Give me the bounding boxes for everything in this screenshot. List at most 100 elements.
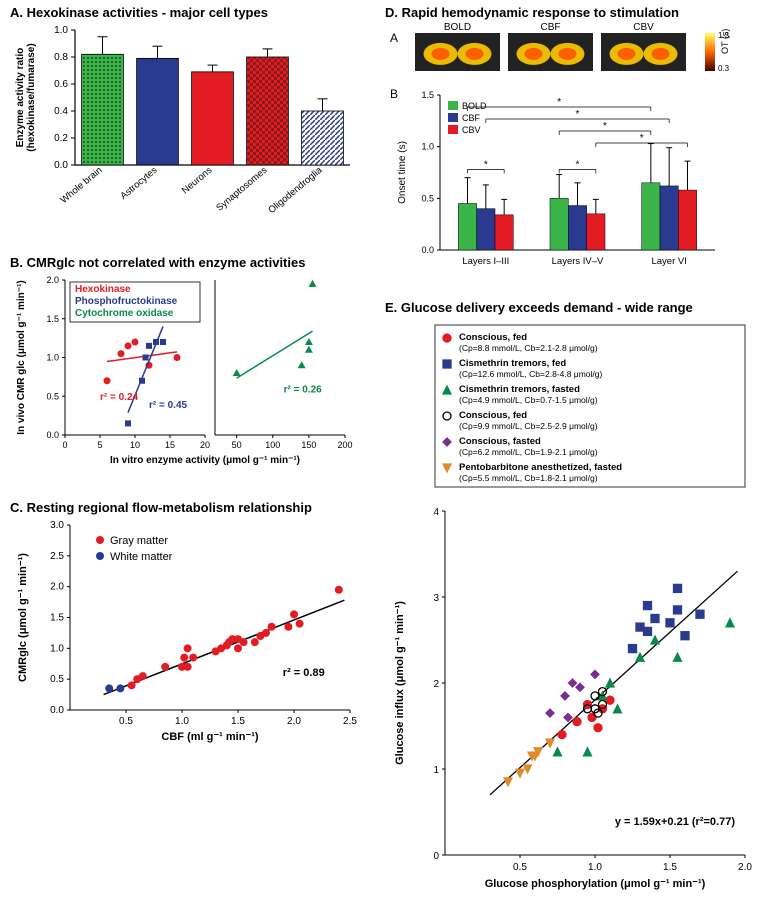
- svg-text:1.0: 1.0: [54, 25, 68, 36]
- svg-text:0.0: 0.0: [421, 245, 434, 255]
- svg-text:BOLD: BOLD: [462, 101, 487, 111]
- svg-text:CBF (ml g⁻¹ min⁻¹): CBF (ml g⁻¹ min⁻¹): [161, 731, 258, 743]
- panel-a-chart: 0.00.20.40.60.81.0Enzyme activity ratio(…: [10, 20, 360, 220]
- svg-text:*: *: [484, 159, 488, 170]
- svg-text:Phosphofructokinase: Phosphofructokinase: [75, 296, 178, 307]
- panel-e: E. Glucose delivery exceeds demand - wid…: [385, 300, 765, 895]
- svg-text:*: *: [557, 97, 561, 108]
- svg-text:0.6: 0.6: [54, 79, 68, 90]
- svg-text:(Cp=4.9 mmol/L, Cb=0.7-1.5 μmo: (Cp=4.9 mmol/L, Cb=0.7-1.5 μmol/g): [459, 395, 598, 405]
- svg-text:2.0: 2.0: [50, 582, 64, 593]
- svg-text:Conscious, fasted: Conscious, fasted: [459, 436, 541, 447]
- svg-text:1.5: 1.5: [421, 90, 434, 100]
- svg-text:Onset time (s): Onset time (s): [397, 141, 408, 204]
- svg-text:(Cp=6.2 mmol/L, Cb=1.9-2.1 μmo: (Cp=6.2 mmol/L, Cb=1.9-2.1 μmol/g): [459, 447, 598, 457]
- svg-text:OT (s): OT (s): [720, 29, 730, 54]
- svg-text:Hexokinase: Hexokinase: [75, 284, 131, 295]
- svg-text:2.5: 2.5: [343, 716, 357, 727]
- svg-text:0.3: 0.3: [718, 64, 730, 73]
- panel-a: A. Hexokinase activities - major cell ty…: [10, 5, 370, 220]
- svg-text:100: 100: [265, 440, 280, 450]
- svg-text:0.0: 0.0: [46, 430, 59, 440]
- panel-d-title: D. Rapid hemodynamic response to stimula…: [385, 5, 760, 20]
- svg-text:1.5: 1.5: [50, 613, 64, 624]
- svg-text:(Cp=5.5 mmol/L, Cb=1.8-2.1 μmo: (Cp=5.5 mmol/L, Cb=1.8-2.1 μmol/g): [459, 473, 598, 483]
- panel-d: D. Rapid hemodynamic response to stimula…: [385, 5, 760, 280]
- svg-text:Cismethrin tremors, fasted: Cismethrin tremors, fasted: [459, 384, 580, 395]
- svg-text:0.5: 0.5: [421, 193, 434, 203]
- svg-text:2.5: 2.5: [50, 551, 64, 562]
- panel-c-chart: 0.00.51.01.52.02.53.00.51.01.52.02.5CMRg…: [10, 515, 370, 745]
- svg-text:10: 10: [130, 440, 140, 450]
- svg-text:r² = 0.24: r² = 0.24: [100, 392, 139, 403]
- panel-c-title: C. Resting regional flow-metabolism rela…: [10, 500, 370, 515]
- svg-text:150: 150: [301, 440, 316, 450]
- panel-e-chart: Conscious, fed (Cp=8.8 mmol/L, Cb=2.1-2.8…: [385, 315, 765, 895]
- panel-b-title: B. CMRglc not correlated with enzyme act…: [10, 255, 370, 270]
- svg-text:0.2: 0.2: [54, 133, 68, 144]
- panel-d-chart: ABOLDCBFCBV1.30.3OT (s)B0.00.51.01.5Onse…: [385, 20, 760, 280]
- svg-text:White matter: White matter: [110, 551, 173, 563]
- svg-text:In vitro enzyme activity (μmol: In vitro enzyme activity (μmol g⁻¹ min⁻¹…: [110, 455, 300, 466]
- svg-text:2: 2: [433, 679, 439, 690]
- svg-text:Cytochrome oxidase: Cytochrome oxidase: [75, 308, 174, 319]
- svg-text:CBV: CBV: [633, 22, 654, 33]
- panel-c: C. Resting regional flow-metabolism rela…: [10, 500, 370, 745]
- svg-text:3.0: 3.0: [50, 520, 64, 531]
- svg-text:B: B: [390, 87, 398, 101]
- svg-text:(Cp=8.8 mmol/L, Cb=2.1-2.8 μmo: (Cp=8.8 mmol/L, Cb=2.1-2.8 μmol/g): [459, 343, 598, 353]
- svg-text:*: *: [603, 121, 607, 132]
- svg-text:1.0: 1.0: [421, 142, 434, 152]
- svg-text:r² = 0.45: r² = 0.45: [149, 400, 188, 411]
- svg-text:1.0: 1.0: [50, 643, 64, 654]
- svg-text:Gray matter: Gray matter: [110, 535, 168, 547]
- svg-text:CBV: CBV: [462, 125, 481, 135]
- svg-text:0.8: 0.8: [54, 52, 68, 63]
- svg-text:1.0: 1.0: [588, 862, 602, 873]
- svg-text:CBF: CBF: [462, 113, 481, 123]
- svg-text:4: 4: [433, 507, 439, 518]
- svg-text:0: 0: [433, 851, 439, 862]
- svg-text:1.5: 1.5: [46, 314, 59, 324]
- panel-a-title: A. Hexokinase activities - major cell ty…: [10, 5, 370, 20]
- svg-text:20: 20: [200, 440, 210, 450]
- svg-text:15: 15: [165, 440, 175, 450]
- svg-text:0.0: 0.0: [54, 160, 68, 171]
- svg-text:(Cp=9.9 mmol/L, Cb=2.5-2.9 μmo: (Cp=9.9 mmol/L, Cb=2.5-2.9 μmol/g): [459, 421, 598, 431]
- svg-text:0.5: 0.5: [119, 716, 133, 727]
- svg-text:2.0: 2.0: [738, 862, 752, 873]
- svg-text:1.0: 1.0: [175, 716, 189, 727]
- svg-text:1.5: 1.5: [663, 862, 677, 873]
- svg-text:r² = 0.26: r² = 0.26: [284, 384, 323, 395]
- panel-b: B. CMRglc not correlated with enzyme act…: [10, 255, 370, 470]
- svg-text:2.0: 2.0: [287, 716, 301, 727]
- svg-text:0.4: 0.4: [54, 106, 68, 117]
- svg-text:Glucose phosphorylation (μmol: Glucose phosphorylation (μmol g⁻¹ min⁻¹): [485, 878, 706, 890]
- svg-text:Whole brain: Whole brain: [59, 165, 105, 206]
- svg-text:CBF: CBF: [541, 22, 561, 33]
- svg-text:CMRglc (μmol g⁻¹ min⁻¹): CMRglc (μmol g⁻¹ min⁻¹): [17, 553, 29, 682]
- svg-text:1: 1: [433, 765, 439, 776]
- svg-text:A: A: [390, 31, 398, 45]
- svg-text:0: 0: [62, 440, 67, 450]
- svg-text:Neurons: Neurons: [180, 165, 215, 197]
- svg-text:Astrocytes: Astrocytes: [118, 165, 159, 202]
- svg-text:50: 50: [232, 440, 242, 450]
- svg-text:Pentobarbitone anesthetized, f: Pentobarbitone anesthetized, fasted: [459, 462, 622, 473]
- svg-text:Oligodendroglia: Oligodendroglia: [266, 164, 325, 216]
- svg-text:*: *: [640, 133, 644, 144]
- svg-text:In vivo CMR glc (μmol g⁻¹ min⁻: In vivo CMR glc (μmol g⁻¹ min⁻¹): [16, 280, 27, 434]
- svg-text:0.5: 0.5: [50, 674, 64, 685]
- svg-text:*: *: [576, 109, 580, 120]
- svg-text:Conscious, fed: Conscious, fed: [459, 410, 527, 421]
- svg-text:(Cp=12.6 mmol/L, Cb=2.8-4.8 μm: (Cp=12.6 mmol/L, Cb=2.8-4.8 μmol/g): [459, 369, 602, 379]
- panel-b-chart: 0.00.51.01.52.0In vivo CMR glc (μmol g⁻¹…: [10, 270, 370, 470]
- svg-text:*: *: [576, 159, 580, 170]
- svg-text:2.0: 2.0: [46, 275, 59, 285]
- svg-text:0.0: 0.0: [50, 705, 64, 716]
- svg-text:200: 200: [337, 440, 352, 450]
- svg-text:Layers I–III: Layers I–III: [462, 256, 509, 267]
- svg-text:Cismethrin tremors, fed: Cismethrin tremors, fed: [459, 358, 566, 369]
- svg-text:r² = 0.89: r² = 0.89: [283, 667, 325, 679]
- svg-text:BOLD: BOLD: [444, 22, 471, 33]
